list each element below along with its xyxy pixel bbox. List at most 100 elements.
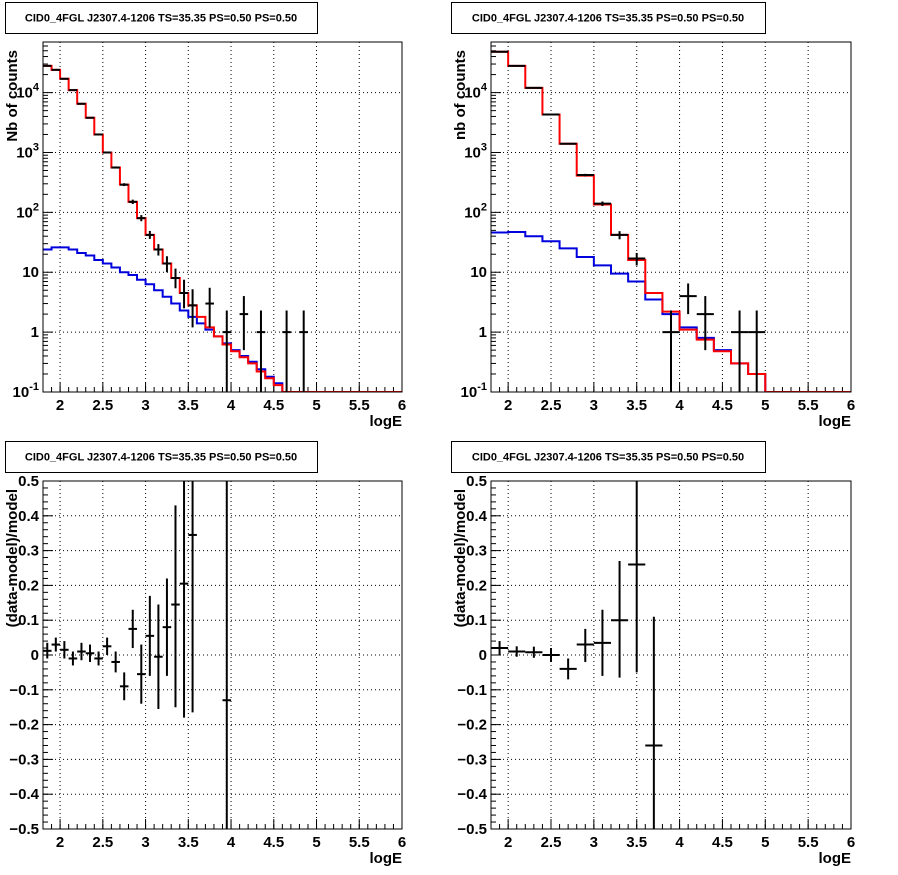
y-tick-label: 1 — [31, 324, 39, 341]
y-axis-label: (data-model)/model — [4, 489, 21, 627]
x-tick-label: 5 — [312, 834, 320, 851]
residual-point — [611, 561, 629, 678]
y-tick-label: 0.5 — [466, 473, 487, 490]
x-axis-label: logE — [819, 413, 852, 430]
title-box — [451, 441, 766, 473]
plot-frame — [42, 480, 403, 830]
x-tick-label: 2 — [504, 834, 512, 851]
data-point — [94, 133, 103, 136]
x-tick-label: 3 — [141, 834, 149, 851]
y-axis-label: Nb of counts — [4, 50, 21, 142]
data-point — [748, 310, 766, 392]
x-axis-label: logE — [819, 850, 852, 867]
x-axis-label: logE — [370, 413, 403, 430]
residual-point — [645, 616, 663, 829]
x-tick-label: 6 — [847, 397, 855, 414]
x-tick-label: 2.5 — [92, 397, 113, 414]
residual-point — [145, 595, 155, 676]
y-tick-label: 104 — [16, 82, 40, 102]
residual-point — [559, 658, 577, 680]
data-point — [188, 289, 197, 328]
data-point — [593, 201, 611, 206]
residual-point — [137, 644, 146, 704]
data-point — [137, 215, 146, 222]
x-tick-label: 2.5 — [541, 834, 562, 851]
data-point — [679, 283, 697, 315]
y-tick-label: 0.4 — [18, 508, 40, 525]
residual-point — [60, 641, 69, 659]
residual-point — [171, 505, 180, 708]
data-point — [222, 310, 232, 392]
plot-area — [491, 481, 663, 829]
data-point — [299, 310, 308, 392]
data-point — [731, 310, 749, 392]
title-box — [5, 441, 318, 473]
data-point — [145, 230, 155, 239]
residual-point — [51, 637, 61, 652]
y-axis-label: nb of counts — [452, 50, 469, 140]
data-point — [154, 244, 163, 256]
residual-point — [525, 646, 543, 658]
data-point — [60, 77, 69, 80]
x-tick-label: 4 — [227, 834, 236, 851]
data-point — [256, 310, 266, 392]
y-tick-label: 10-1 — [13, 381, 39, 401]
plot-area — [43, 64, 402, 392]
residual-point — [491, 641, 509, 655]
y-tick-label: 0 — [31, 647, 39, 664]
x-tick-label: 4.5 — [712, 397, 733, 414]
data-point — [77, 102, 86, 105]
data-point — [171, 268, 180, 289]
chart-title: CID0_4FGL J2307.4-1206 TS=35.35 PS=0.50 … — [472, 452, 744, 464]
residual-point — [43, 642, 52, 659]
data-point — [696, 296, 714, 351]
residual-point — [85, 644, 95, 662]
residual-point — [179, 481, 189, 718]
y-tick-label: 0.1 — [18, 612, 39, 629]
residual-point — [119, 672, 129, 701]
data-point — [576, 173, 594, 177]
plot-area — [491, 50, 851, 392]
x-tick-label: 5.5 — [349, 397, 370, 414]
data-point — [102, 151, 112, 154]
y-tick-label: 0.3 — [18, 543, 39, 560]
y-tick-label: −0.5 — [457, 821, 487, 838]
y-tick-label: −0.5 — [9, 821, 39, 838]
y-tick-label: 10 — [22, 264, 39, 281]
plot-area — [43, 481, 232, 829]
data-point — [239, 296, 249, 351]
y-tick-label: 103 — [464, 141, 487, 161]
data-point — [542, 113, 560, 116]
y-tick-label: −0.3 — [457, 751, 487, 768]
y-tick-label: −0.4 — [457, 786, 487, 803]
x-tick-label: 4 — [227, 397, 236, 414]
data-point — [662, 310, 680, 392]
residual-point — [128, 609, 138, 649]
y-tick-label: −0.2 — [9, 717, 39, 734]
chart-panel-3: CID0_4FGL J2307.4-1206 TS=35.35 PS=0.50 … — [4, 441, 406, 867]
histogram-series — [43, 246, 402, 392]
residual-point — [68, 651, 78, 666]
x-tick-label: 5.5 — [798, 834, 819, 851]
residual-point — [154, 604, 163, 709]
x-tick-label: 4.5 — [712, 834, 733, 851]
x-tick-label: 2 — [56, 834, 64, 851]
x-tick-label: 5.5 — [349, 834, 370, 851]
y-tick-label: −0.4 — [9, 786, 39, 803]
residual-point — [576, 628, 594, 662]
x-tick-label: 5.5 — [798, 397, 819, 414]
x-tick-label: 3.5 — [626, 397, 647, 414]
x-tick-label: 6 — [398, 834, 406, 851]
x-tick-label: 3.5 — [178, 397, 199, 414]
x-tick-label: 3 — [590, 834, 598, 851]
y-tick-label: 10-1 — [461, 381, 487, 401]
x-tick-label: 2 — [504, 397, 512, 414]
x-tick-label: 3.5 — [178, 834, 199, 851]
y-tick-label: 0.5 — [18, 473, 39, 490]
y-tick-label: 0.4 — [466, 508, 488, 525]
chart-title: CID0_4FGL J2307.4-1206 TS=35.35 PS=0.50 … — [25, 13, 297, 25]
plot-frame — [42, 41, 403, 393]
residual-point — [593, 609, 611, 676]
x-tick-label: 3.5 — [626, 834, 647, 851]
